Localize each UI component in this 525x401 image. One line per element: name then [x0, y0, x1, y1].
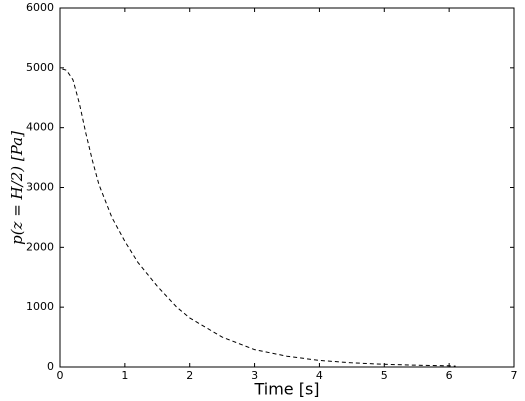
- y-tick-label: 2000: [26, 240, 54, 253]
- y-tick-label: 3000: [26, 181, 54, 194]
- x-tick-label: 3: [251, 369, 258, 382]
- y-tick-label: 0: [47, 360, 54, 373]
- plot-frame: [59, 7, 515, 368]
- x-tick-label: 1: [121, 369, 128, 382]
- y-tick-label: 1000: [26, 300, 54, 313]
- y-tick-label: 6000: [26, 1, 54, 14]
- x-tick-label: 0: [57, 369, 64, 382]
- x-tick-label: 6: [446, 369, 453, 382]
- x-tick-label: 2: [186, 369, 193, 382]
- x-tick-label: 7: [511, 369, 518, 382]
- data-line: [59, 67, 456, 367]
- x-tick-label: 5: [381, 369, 388, 382]
- x-tick-label: 4: [316, 369, 323, 382]
- y-tick-label: 5000: [26, 61, 54, 74]
- x-axis-label: Time [s]: [253, 380, 319, 399]
- y-tick-label: 4000: [26, 121, 54, 134]
- y-axis-label: p(z = H/2) [Pa]: [8, 131, 26, 245]
